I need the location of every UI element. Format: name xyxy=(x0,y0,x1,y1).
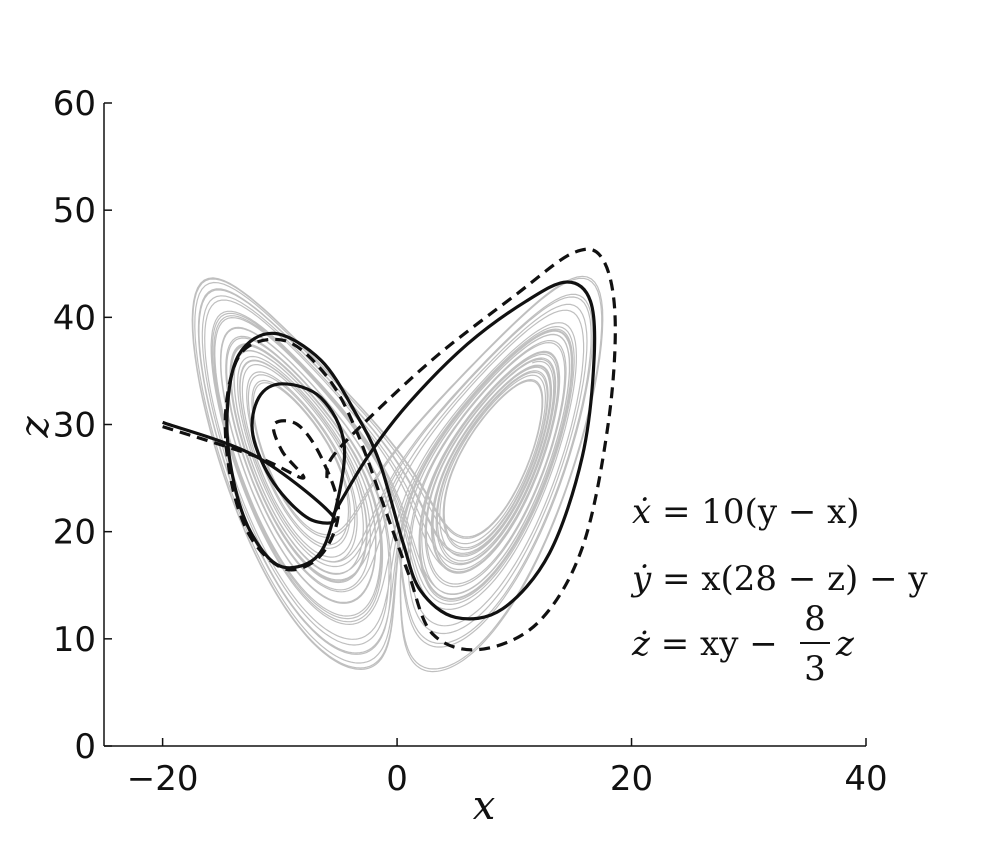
y-tick-label: 10 xyxy=(53,620,96,660)
y-tick-label: 30 xyxy=(53,406,96,446)
axes xyxy=(103,102,867,747)
equation-z: ż = xy − xyxy=(631,624,778,664)
equation-x-lhs: ẋ xyxy=(632,492,651,532)
solid-trajectory xyxy=(162,280,597,621)
x-tick-label: 0 xyxy=(386,759,408,799)
equation-y: ẏ = x(28 − z) − y xyxy=(630,559,928,599)
attractor-gray-series xyxy=(191,275,604,673)
y-tick-label: 40 xyxy=(53,298,96,338)
x-tick-label: −20 xyxy=(127,759,199,799)
equation-y-rhs: = x(28 − z) − y xyxy=(651,559,928,599)
equations: ẋ = 10(y − x) ẏ = x(28 − z) − y ż = xy −… xyxy=(630,492,928,689)
equation-z-denominator: 3 xyxy=(804,649,826,689)
y-tick-label: 50 xyxy=(53,191,96,231)
equation-x: ẋ = 10(y − x) xyxy=(632,492,860,532)
y-axis-label: z xyxy=(12,416,58,439)
equation-z-lhs: ż xyxy=(631,624,651,664)
y-tick-label: 0 xyxy=(74,727,96,767)
equation-z-mid: = xy − xyxy=(650,624,778,664)
x-axis-label: x xyxy=(473,783,496,829)
attractor-trajectory xyxy=(191,275,604,673)
x-tick-label: 20 xyxy=(610,759,653,799)
equation-y-lhs: ẏ xyxy=(630,559,652,599)
equation-x-rhs: = 10(y − x) xyxy=(651,492,859,532)
tick-labels: −20 0 20 40 0 10 20 30 40 50 60 xyxy=(53,84,888,799)
highlight-series-layer xyxy=(162,247,617,652)
y-tick-label: 20 xyxy=(53,513,96,553)
y-tick-label: 60 xyxy=(53,84,96,124)
equation-z-numerator: 8 xyxy=(804,599,826,639)
equation-z-end: z xyxy=(835,624,855,664)
x-tick-label: 40 xyxy=(844,759,887,799)
